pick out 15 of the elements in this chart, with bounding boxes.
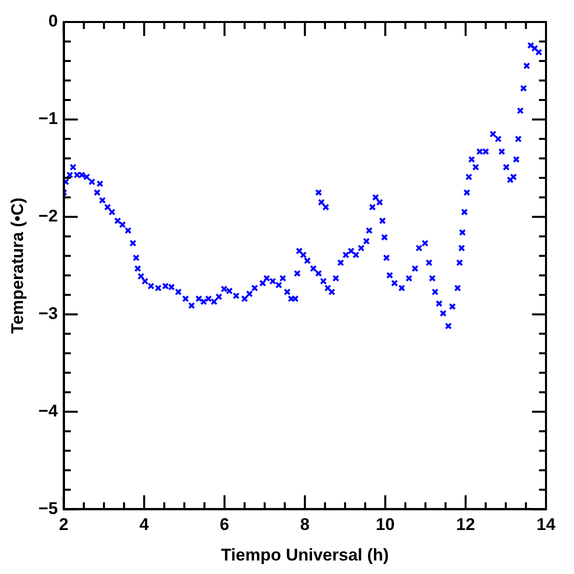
x-tick-label: 4 xyxy=(139,515,150,534)
x-tick-label: 14 xyxy=(536,515,556,534)
x-tick-label: 6 xyxy=(220,515,230,534)
x-tick-label: 2 xyxy=(59,515,69,534)
x-tick-label: 10 xyxy=(376,515,395,534)
y-tick-label: −5 xyxy=(38,498,58,518)
y-tick-label: 0 xyxy=(48,12,58,31)
y-axis-title: Temperatura (•C) xyxy=(8,198,27,334)
y-tick-label: −2 xyxy=(38,206,58,226)
x-tick-label: 12 xyxy=(456,515,476,534)
x-axis-title: Tiempo Universal (h) xyxy=(220,545,389,564)
y-tick-label: −3 xyxy=(38,304,58,324)
y-tick-label: −1 xyxy=(38,109,58,128)
x-tick-label: 8 xyxy=(300,515,310,534)
y-tick-label: −4 xyxy=(38,401,58,420)
